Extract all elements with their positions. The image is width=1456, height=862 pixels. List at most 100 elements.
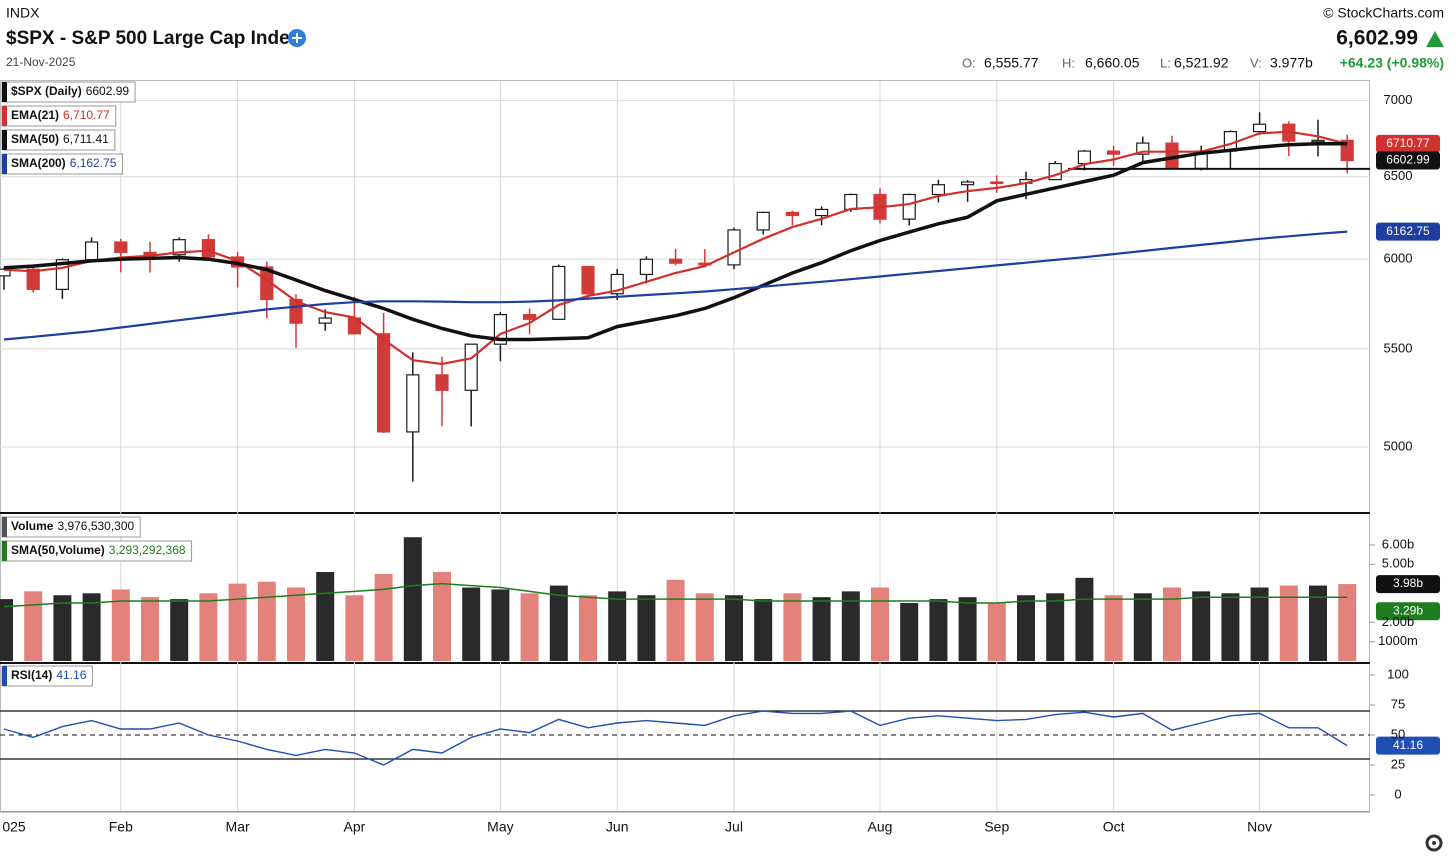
overlay: 6710.77 6162.75 6602.99 $SPX (Daily) 6602.99… xyxy=(1,81,1440,755)
legend-name: SMA(200) xyxy=(11,156,66,170)
legend-name: RSI(14) xyxy=(11,668,52,682)
y-tick-label: 6.00b xyxy=(1382,536,1415,551)
volume-bar xyxy=(170,599,189,661)
volume-bar xyxy=(53,595,72,661)
x-tick-label: Apr xyxy=(344,819,366,835)
value-badge xyxy=(1376,222,1440,241)
y-tick-label: 7000 xyxy=(1384,92,1413,107)
legend-name: SMA(50) xyxy=(11,132,59,146)
title: $SPX - S&P 500 Large Cap Index xyxy=(6,28,301,49)
value-badge-label: 41.16 xyxy=(1393,738,1423,752)
candle-body xyxy=(814,208,829,217)
volume-bar xyxy=(1104,595,1123,661)
volume-bar xyxy=(1017,595,1035,661)
brand[interactable]: © StockCharts.com xyxy=(1323,5,1444,21)
legend-name: Volume xyxy=(11,519,54,533)
legend-value: 41.16 xyxy=(56,668,86,682)
candle-body xyxy=(990,181,1004,185)
value-badge-label: 3.29b xyxy=(1393,603,1423,617)
volume-bar xyxy=(754,599,773,661)
settings-icon-center xyxy=(1432,841,1436,845)
volume-bar xyxy=(871,587,889,661)
candle-body xyxy=(931,184,946,196)
volume-bar xyxy=(345,595,364,661)
volume-bar xyxy=(141,597,159,661)
volume-bar xyxy=(1309,585,1327,661)
candle-body xyxy=(1106,150,1121,155)
volume-bar xyxy=(0,599,13,661)
volume-bar xyxy=(900,602,919,661)
volume-bar xyxy=(1338,584,1357,661)
x-tick-label: Oct xyxy=(1103,819,1125,835)
change: +64.23 (+0.98%) xyxy=(1340,55,1444,71)
candle-body xyxy=(318,317,332,324)
legend-swatch xyxy=(2,541,7,561)
add-button[interactable] xyxy=(288,29,306,47)
value-badge xyxy=(1376,736,1440,755)
candle-body xyxy=(377,333,391,433)
value-badge-label: 6162.75 xyxy=(1386,224,1430,238)
volume-bar xyxy=(257,581,276,661)
candle-body xyxy=(406,374,420,433)
volume-bar xyxy=(1250,587,1269,661)
legend-value: 6,162.75 xyxy=(70,156,117,170)
volume-bar xyxy=(462,587,481,661)
volume-bar xyxy=(1221,593,1240,661)
last-price: 6,602.99 xyxy=(1336,27,1418,50)
value-badge xyxy=(1376,575,1440,594)
legend-name: EMA(21) xyxy=(11,108,59,122)
settings-icon[interactable] xyxy=(1425,834,1443,852)
volume-bar xyxy=(403,537,422,661)
ma-line xyxy=(3,130,1348,366)
rsi-line xyxy=(3,710,1348,766)
candle-body xyxy=(114,241,128,253)
candle-body xyxy=(639,258,654,276)
y-tick-label: 100 xyxy=(1387,666,1409,681)
volume-bar xyxy=(579,595,597,661)
exchange: INDX xyxy=(6,5,40,21)
candle-body xyxy=(1311,139,1325,143)
x-tick-label: Jul xyxy=(725,819,743,835)
volume-bar xyxy=(958,597,977,661)
volume-bar xyxy=(549,585,568,661)
volume-bar xyxy=(1192,591,1211,661)
candle-body xyxy=(464,343,478,391)
ohlc-label: L: xyxy=(1160,55,1171,70)
volume-bar xyxy=(929,599,948,661)
candle-body xyxy=(201,239,215,258)
value-badge-label: 6710.77 xyxy=(1386,136,1430,150)
x-tick-label: Aug xyxy=(868,819,893,835)
volume-bar xyxy=(1279,585,1298,661)
volume-bar xyxy=(24,591,43,661)
candle-body xyxy=(172,239,186,256)
ohlc-value: 6,555.77 xyxy=(984,55,1039,71)
ohlc-value: 6,660.05 xyxy=(1085,55,1140,71)
y-tick-label: 0 xyxy=(1394,786,1401,801)
candle-body xyxy=(668,258,683,264)
volume-bar xyxy=(1075,577,1094,661)
volume-bar xyxy=(666,579,685,661)
legend-value: 6,710.77 xyxy=(63,108,110,122)
candle-body xyxy=(844,193,858,211)
ohlc-label: V: xyxy=(1250,55,1262,70)
ohlc-value: 3.977b xyxy=(1270,55,1313,71)
volume-bar xyxy=(695,593,714,661)
volume-bar xyxy=(841,591,860,661)
volume-bar xyxy=(491,589,510,661)
x-tick-label: Mar xyxy=(226,819,250,835)
candle-body xyxy=(435,374,449,391)
y-tick-label: 75 xyxy=(1391,696,1405,711)
volume-bar xyxy=(637,595,656,661)
volume-bar xyxy=(316,572,335,661)
y-tick-label: 2.00b xyxy=(1382,614,1415,629)
ohlc-label: O: xyxy=(962,55,976,70)
candle-body xyxy=(84,241,99,261)
settings-button[interactable] xyxy=(1425,834,1443,852)
volume-bar xyxy=(783,593,802,661)
value-badge xyxy=(1376,134,1440,153)
y-tick-label: 1000m xyxy=(1378,633,1418,648)
volume-bar xyxy=(374,573,393,661)
y-tick-label: 6500 xyxy=(1384,168,1413,183)
